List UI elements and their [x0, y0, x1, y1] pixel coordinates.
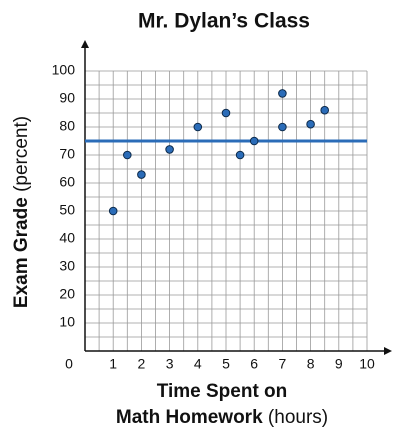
- x-tick-label: 0: [65, 356, 73, 372]
- y-tick-label: 30: [59, 258, 75, 274]
- x-tick-label: 5: [222, 356, 230, 372]
- x-tick-label: 9: [335, 356, 343, 372]
- point: [123, 150, 132, 160]
- chart-title: Mr. Dylan’s Class: [138, 10, 310, 33]
- y-tick-label: 60: [59, 174, 75, 190]
- x-tick-label: 1: [109, 356, 117, 372]
- x-tick-label: 6: [250, 356, 258, 372]
- y-tick-label: 70: [59, 146, 75, 162]
- point: [108, 206, 118, 216]
- grid: [84, 70, 368, 351]
- x-axis-label: Math Homework (hours): [116, 407, 328, 428]
- point: [221, 108, 231, 118]
- y-tick-label: 50: [59, 202, 75, 218]
- x-axis-label: Time Spent on: [157, 381, 288, 402]
- x-tick-label: 7: [279, 356, 287, 372]
- y-tick-label: 20: [59, 286, 75, 302]
- x-label-line: Time Spent on: [157, 381, 288, 402]
- point: [249, 136, 259, 146]
- x-tick-label: 3: [166, 356, 174, 372]
- x-tick-label: 8: [307, 356, 315, 372]
- y-tick-label: 10: [59, 314, 75, 330]
- y-label-unit: (percent): [11, 116, 32, 192]
- x-label-line: Math Homework: [116, 407, 263, 428]
- point: [193, 122, 203, 132]
- y-label-main: Exam Grade: [11, 197, 32, 308]
- point: [320, 105, 330, 115]
- arrow: [384, 347, 392, 355]
- arrow: [81, 40, 89, 48]
- x-tick-label: 10: [359, 356, 375, 372]
- x-label-unit: (hours): [268, 407, 328, 428]
- y-tick-label: 90: [59, 90, 75, 106]
- x-tick-label: 2: [138, 356, 146, 372]
- y-tick-label: 100: [52, 62, 76, 78]
- point: [278, 122, 287, 132]
- y-tick-label: 80: [59, 118, 75, 134]
- y-tick-label: 40: [59, 230, 75, 246]
- point: [165, 145, 174, 154]
- x-tick-label: 4: [194, 356, 202, 372]
- point: [278, 89, 287, 98]
- point: [137, 170, 146, 179]
- y-axis-label: Exam Grade (percent): [11, 116, 32, 308]
- point: [235, 150, 245, 160]
- point: [306, 119, 315, 129]
